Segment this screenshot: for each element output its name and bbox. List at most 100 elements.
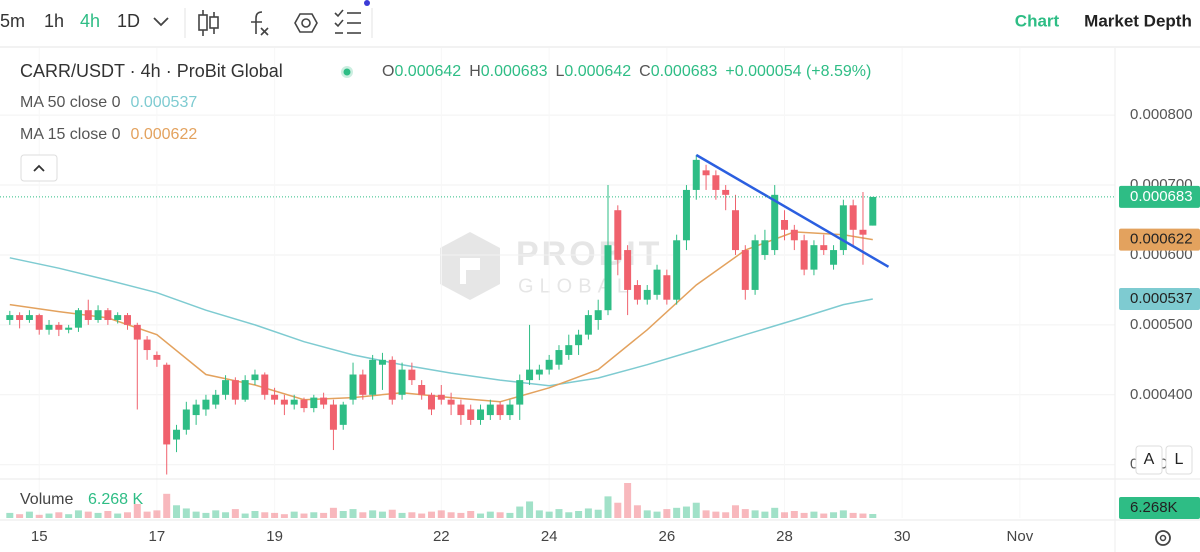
- volume-bar: [45, 513, 53, 518]
- plot-area: [0, 48, 1115, 518]
- candle-body: [594, 310, 602, 320]
- volume-bar: [329, 507, 337, 518]
- volume-bar: [604, 496, 612, 518]
- volume-bar: [378, 511, 386, 518]
- view-tab[interactable]: Market Depth: [1084, 11, 1192, 30]
- candle-body: [486, 404, 494, 416]
- candle-body: [114, 315, 122, 320]
- candle-body: [447, 399, 455, 405]
- view-tab[interactable]: Chart: [1015, 11, 1060, 30]
- ohlc-label: H: [469, 63, 481, 80]
- volume-bar: [114, 513, 122, 518]
- volume-bar: [859, 513, 867, 518]
- volume-bar: [271, 512, 279, 518]
- candle-body: [849, 205, 857, 230]
- ohlc-label: L: [555, 63, 564, 80]
- volume-bar: [408, 512, 416, 518]
- candle-body: [859, 229, 867, 235]
- volume-bar: [624, 483, 632, 518]
- candle-body: [810, 245, 818, 270]
- volume-bar: [467, 511, 475, 518]
- candle-body: [741, 250, 749, 290]
- volume-bar: [633, 505, 641, 518]
- candle-body: [781, 220, 789, 230]
- candle-body: [271, 394, 279, 400]
- drawing-tools-icon[interactable]: [334, 9, 361, 34]
- candle-body: [290, 399, 298, 405]
- indicator-icon[interactable]: [251, 11, 269, 36]
- candle-body: [261, 374, 269, 395]
- moving-average-badge-label: 0.000537: [1130, 290, 1193, 307]
- candle-body: [45, 324, 53, 330]
- settings-gear[interactable]: [1155, 530, 1171, 546]
- settings-icon[interactable]: [294, 13, 318, 33]
- interval-dropdown[interactable]: [153, 17, 169, 27]
- interval-button[interactable]: 4h: [80, 11, 100, 31]
- volume-bar: [320, 512, 328, 518]
- candle-body: [104, 310, 112, 320]
- collapse-legend-button[interactable]: [20, 154, 58, 182]
- candle-body: [477, 409, 485, 420]
- candle-body: [555, 350, 563, 365]
- candle-body: [123, 315, 131, 325]
- volume-bar: [192, 511, 200, 518]
- volume-bar: [535, 510, 543, 518]
- volume-badge-label: 6.268K: [1130, 499, 1178, 516]
- candle-body: [830, 250, 838, 265]
- volume-bar: [663, 509, 671, 518]
- volume-bar: [820, 513, 828, 518]
- candle-body: [329, 404, 337, 430]
- volume-bar: [369, 510, 377, 518]
- candle-body: [143, 339, 151, 351]
- candle-body: [300, 399, 308, 409]
- candle-body: [408, 369, 416, 381]
- candle-body: [427, 394, 435, 410]
- volume-bar: [486, 511, 494, 518]
- volume-bar: [74, 510, 82, 518]
- ma-value: 0.000537: [131, 94, 198, 111]
- watermark-logo-mark: [460, 258, 480, 284]
- volume-bar: [722, 512, 730, 518]
- candle-body: [624, 250, 632, 290]
- moving-average-badge-label: 0.000622: [1130, 231, 1193, 248]
- scale-button[interactable]: [1135, 445, 1163, 475]
- volume-bar: [702, 510, 710, 518]
- scale-button[interactable]: [1165, 445, 1193, 475]
- candle-body: [94, 310, 102, 320]
- ma-name: MA 50 close 0: [20, 94, 121, 111]
- volume-bar: [310, 512, 318, 518]
- volume-bar: [526, 501, 534, 518]
- candle-body: [359, 374, 367, 395]
- volume-bar: [418, 513, 426, 518]
- volume-bar: [643, 510, 651, 518]
- volume-bar: [163, 493, 171, 518]
- candle-body: [231, 380, 239, 400]
- volume-bar: [133, 504, 141, 518]
- candle-body: [369, 359, 377, 395]
- change-label: +0.000054 (+8.59%): [725, 63, 871, 80]
- volume-bar: [25, 511, 33, 518]
- candle-body: [173, 429, 181, 440]
- volume-bar: [290, 511, 298, 518]
- volume-bar: [594, 509, 602, 518]
- volume-bar: [496, 512, 504, 518]
- volume-bar: [222, 512, 230, 518]
- interval-button[interactable]: 1D: [117, 11, 140, 31]
- interval-button[interactable]: 1h: [44, 11, 64, 31]
- ohlc-readout: O0.000642 H0.000683 L0.000642 C0.000683 +0.0…: [382, 63, 871, 80]
- candle-body: [653, 269, 661, 295]
- volume-bar: [869, 514, 877, 518]
- candle-body: [731, 210, 739, 251]
- volume-bar: [212, 510, 220, 518]
- volume-bar: [84, 511, 92, 518]
- volume-bar: [575, 511, 583, 518]
- volume-bar: [437, 510, 445, 518]
- candle-type-icon[interactable]: [198, 10, 219, 36]
- candle-body: [339, 404, 347, 425]
- ohlc-value: 0.000642: [564, 63, 631, 80]
- interval-button[interactable]: 5m: [0, 11, 25, 31]
- candle-body: [84, 310, 92, 320]
